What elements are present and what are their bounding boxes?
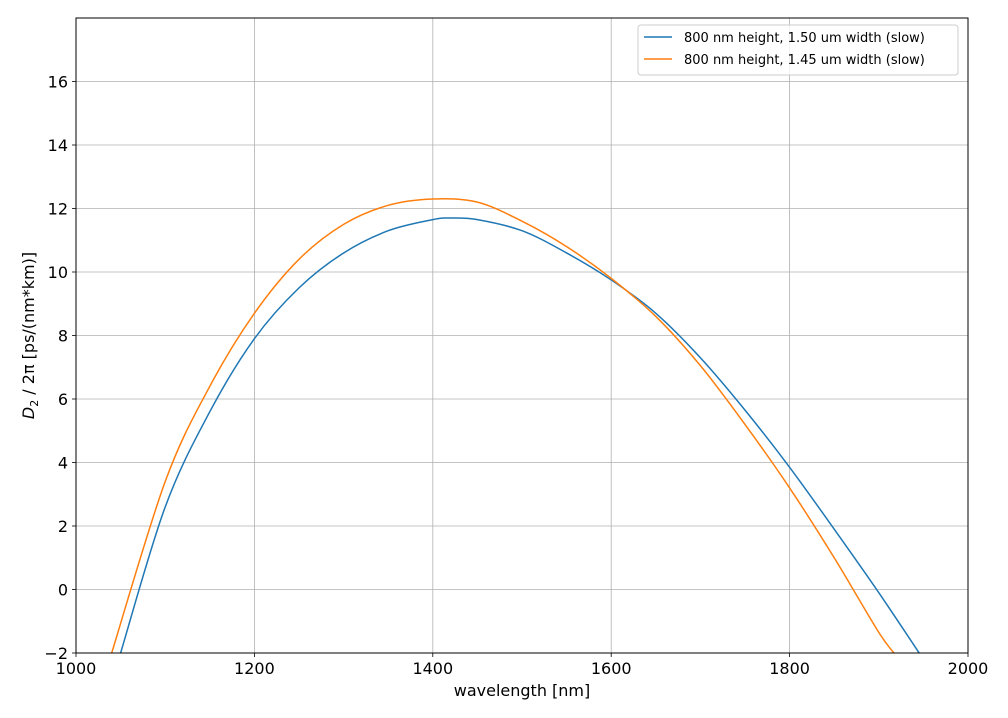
y-tick-label: 14	[48, 136, 68, 155]
y-axis-label-main: D	[19, 407, 38, 419]
y-tick-label: 4	[58, 454, 68, 473]
y-tick-label: 6	[58, 390, 68, 409]
y-axis-label-rest: / 2π [ps/(nm*km)]	[19, 252, 38, 400]
legend: 800 nm height, 1.50 um width (slow) 800 n…	[637, 24, 959, 76]
legend-label-1: 800 nm height, 1.50 um width (slow)	[684, 31, 925, 46]
y-tick-label: 16	[48, 73, 68, 92]
series-line-1	[119, 217, 921, 653]
legend-label-2: 800 nm height, 1.45 um width (slow)	[684, 53, 925, 68]
ticks: 1000 1200 1400 1600 1800 2000 −2 0 2 4 6 8 10 12 14 16	[44, 73, 988, 679]
x-axis-label: wavelength [nm]	[454, 681, 591, 700]
y-tick-label: 8	[58, 327, 68, 346]
series-layer	[110, 197, 921, 653]
y-tick-label: −2	[44, 644, 68, 663]
y-tick-label: 12	[48, 200, 68, 219]
x-tick-label: 1800	[769, 659, 810, 678]
x-tick-label: 1400	[412, 659, 453, 678]
x-tick-label: 1600	[591, 659, 632, 678]
legend-box	[637, 24, 959, 76]
series-line-2	[110, 197, 895, 653]
y-tick-label: 0	[58, 581, 68, 600]
y-tick-label: 10	[48, 263, 68, 282]
x-tick-label: 1200	[234, 659, 275, 678]
x-tick-label: 2000	[948, 659, 989, 678]
x-tick-label: 1000	[56, 659, 97, 678]
y-axis-label-subscript: 2	[28, 400, 41, 407]
y-axis-label: D2 / 2π [ps/(nm*km)]	[19, 252, 41, 419]
y-tick-label: 2	[58, 517, 68, 536]
